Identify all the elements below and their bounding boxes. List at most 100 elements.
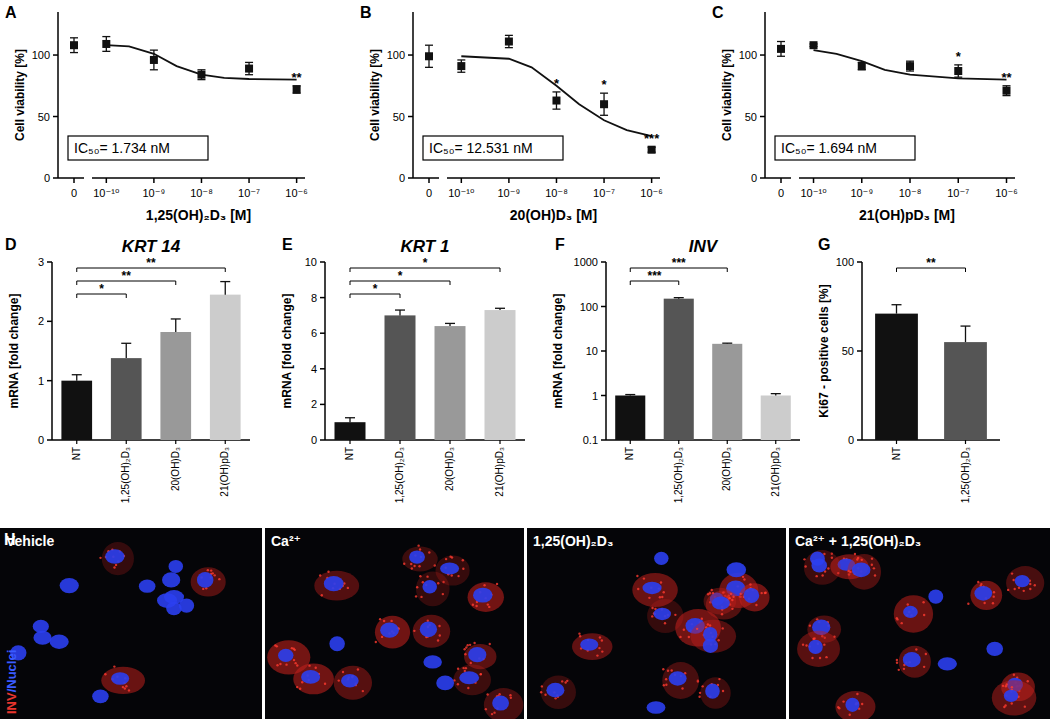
y-tick bbox=[857, 261, 862, 263]
granule bbox=[485, 708, 487, 710]
cytoplasm bbox=[484, 688, 524, 719]
granule bbox=[636, 575, 638, 577]
micrograph: 1,25(OH)₂D₃ bbox=[527, 528, 786, 719]
nucleus bbox=[422, 580, 437, 593]
granule bbox=[1011, 572, 1013, 574]
granule bbox=[451, 574, 453, 576]
category-label: 20(OH)D₃ bbox=[444, 447, 455, 491]
x-tick-label: 10⁻⁷ bbox=[593, 187, 615, 199]
nucleus bbox=[105, 549, 124, 563]
y-label: mRNA [fold change] bbox=[7, 294, 21, 409]
x-tick bbox=[248, 178, 250, 183]
plot-area bbox=[61, 282, 240, 440]
x-tick-label: 10⁻⁹ bbox=[143, 187, 166, 199]
granule bbox=[811, 657, 813, 659]
y-axis bbox=[324, 262, 326, 440]
nucleus bbox=[974, 586, 992, 601]
granule bbox=[823, 643, 825, 645]
x-tick bbox=[861, 178, 863, 183]
cytoplasm bbox=[706, 591, 742, 620]
error-cap bbox=[425, 45, 433, 46]
y-tick bbox=[760, 116, 765, 118]
y-tick bbox=[408, 116, 413, 118]
bracket-label: ** bbox=[122, 269, 132, 283]
error-bar bbox=[395, 310, 405, 315]
granule bbox=[861, 703, 863, 705]
y-tick bbox=[601, 395, 606, 397]
granule bbox=[113, 665, 115, 667]
x-tick bbox=[461, 178, 463, 183]
error-cap bbox=[892, 304, 902, 305]
nucleus bbox=[92, 689, 109, 703]
granule bbox=[717, 639, 719, 641]
y-tick bbox=[408, 54, 413, 56]
panel-letter: E bbox=[282, 236, 293, 253]
panel-2: C050100010⁻¹⁰10⁻⁹10⁻⁸10⁻⁷10⁻⁶21(OH)pD₃ [… bbox=[712, 4, 1018, 223]
granule bbox=[115, 564, 117, 566]
error-line bbox=[965, 326, 966, 342]
fit-line bbox=[814, 50, 1007, 80]
x-tick bbox=[499, 440, 500, 444]
granule bbox=[1011, 686, 1013, 688]
error-cap bbox=[150, 69, 158, 70]
nucleus bbox=[139, 580, 156, 593]
nucleus bbox=[669, 671, 687, 685]
x-tick bbox=[449, 440, 450, 444]
error-cap bbox=[197, 79, 205, 80]
granule bbox=[410, 563, 412, 565]
stain-label: INV bbox=[4, 692, 19, 714]
granule bbox=[923, 614, 925, 616]
cytoplasm bbox=[375, 616, 410, 649]
granule bbox=[743, 578, 745, 580]
granule bbox=[327, 571, 329, 573]
nucleus bbox=[903, 606, 918, 618]
error-cap bbox=[70, 37, 78, 38]
nucleus bbox=[928, 590, 943, 604]
error-cap bbox=[121, 343, 131, 344]
error-cap bbox=[171, 318, 181, 319]
granule bbox=[462, 559, 464, 561]
panel-6: G050100Ki67 - positive cells [%]NT1,25(O… bbox=[817, 236, 1000, 503]
granule bbox=[473, 642, 475, 644]
granule bbox=[755, 604, 757, 606]
x-tick bbox=[556, 178, 558, 183]
plot-area bbox=[875, 305, 987, 440]
panel-0: A050100010⁻¹⁰10⁻⁹10⁻⁸10⁻⁷10⁻⁶1,25(OH)₂D₃… bbox=[5, 4, 308, 223]
x-tick-label: 10⁻¹⁰ bbox=[800, 187, 827, 199]
granule bbox=[849, 714, 851, 716]
nucleus bbox=[473, 588, 492, 603]
granule bbox=[472, 603, 474, 605]
y-tick bbox=[47, 261, 52, 263]
cytoplasm bbox=[662, 662, 699, 699]
error-bar bbox=[600, 93, 608, 115]
granule bbox=[670, 669, 672, 671]
nucleus bbox=[647, 701, 666, 714]
granule bbox=[99, 557, 101, 559]
granule bbox=[847, 570, 849, 572]
y-tick-label: 2 bbox=[311, 398, 317, 410]
error-bar bbox=[70, 38, 78, 53]
cytoplasm bbox=[899, 646, 931, 678]
fit-line bbox=[461, 56, 651, 136]
nucleus bbox=[301, 670, 320, 684]
panel-1: B050100010⁻¹⁰10⁻⁹10⁻⁸10⁻⁷10⁻⁶20(OH)D₃ [M… bbox=[360, 4, 663, 223]
granule bbox=[903, 668, 905, 670]
error-bar bbox=[771, 394, 781, 396]
granule bbox=[510, 696, 512, 698]
x-tick bbox=[603, 178, 605, 183]
x-tick-label: 10⁻¹⁰ bbox=[448, 187, 475, 199]
x-tick bbox=[428, 178, 430, 183]
category-label: 1,25(OH)₂D₃ bbox=[960, 447, 971, 503]
granule bbox=[813, 638, 815, 640]
error-bar bbox=[345, 418, 355, 422]
granule bbox=[493, 711, 495, 713]
bar bbox=[210, 295, 241, 440]
granule bbox=[578, 632, 580, 634]
granule bbox=[467, 687, 469, 689]
granule bbox=[993, 591, 995, 593]
bracket-label: ** bbox=[146, 256, 156, 270]
y-tick bbox=[320, 404, 325, 406]
nucleus bbox=[111, 672, 129, 685]
y-tick-label: 100 bbox=[836, 256, 854, 268]
x-tick bbox=[225, 440, 226, 444]
